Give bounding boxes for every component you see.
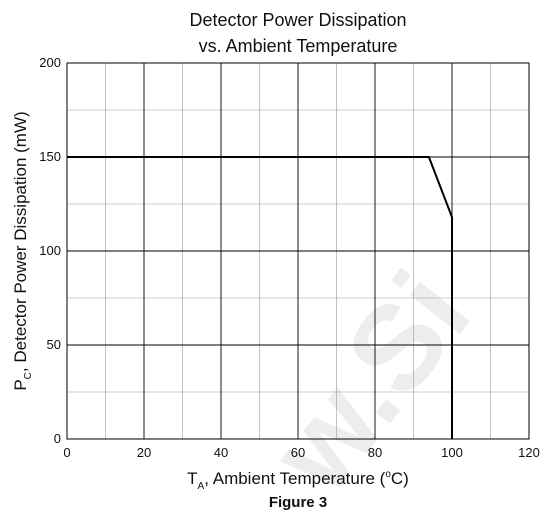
y-tick-labels: 0 50 100 150 200 bbox=[39, 55, 61, 446]
series-layer bbox=[67, 156, 453, 439]
y-tick-label: 0 bbox=[54, 431, 61, 446]
y-axis-label-main: P bbox=[11, 379, 30, 390]
chart-title-line-1: Detector Power Dissipation bbox=[189, 10, 406, 30]
y-axis-label-text: , Detector Power Dissipation (mW) bbox=[11, 111, 30, 372]
x-tick-label: 80 bbox=[368, 445, 382, 460]
x-axis-label-end: C) bbox=[391, 469, 409, 488]
x-tick-label: 120 bbox=[518, 445, 540, 460]
x-tick-labels: 0 20 40 60 80 100 120 bbox=[63, 445, 539, 460]
y-tick-label: 200 bbox=[39, 55, 61, 70]
plot-area bbox=[66, 62, 530, 440]
x-axis-label-text: , Ambient Temperature ( bbox=[204, 469, 385, 488]
x-tick-label: 60 bbox=[291, 445, 305, 460]
x-tick-label: 40 bbox=[214, 445, 228, 460]
x-axis-label-main: T bbox=[187, 469, 197, 488]
x-axis-label-subscript: A bbox=[198, 481, 205, 492]
chart-title-line-2: vs. Ambient Temperature bbox=[199, 36, 398, 56]
y-tick-label: 50 bbox=[47, 337, 61, 352]
x-axis-label-superscript: o bbox=[385, 469, 391, 480]
y-axis-label: PC, Detector Power Dissipation (mW) bbox=[11, 111, 34, 390]
x-axis-label: TA, Ambient Temperature (oC) bbox=[187, 469, 409, 492]
major-gridlines bbox=[66, 62, 530, 440]
y-axis-label-subscript: C bbox=[23, 372, 34, 379]
y-tick-label: 100 bbox=[39, 243, 61, 258]
x-tick-label: 0 bbox=[63, 445, 70, 460]
y-tick-label: 150 bbox=[39, 149, 61, 164]
x-tick-label: 100 bbox=[441, 445, 463, 460]
power-derating-line bbox=[67, 156, 453, 439]
figure-caption: Figure 3 bbox=[269, 494, 327, 511]
x-tick-label: 20 bbox=[137, 445, 151, 460]
